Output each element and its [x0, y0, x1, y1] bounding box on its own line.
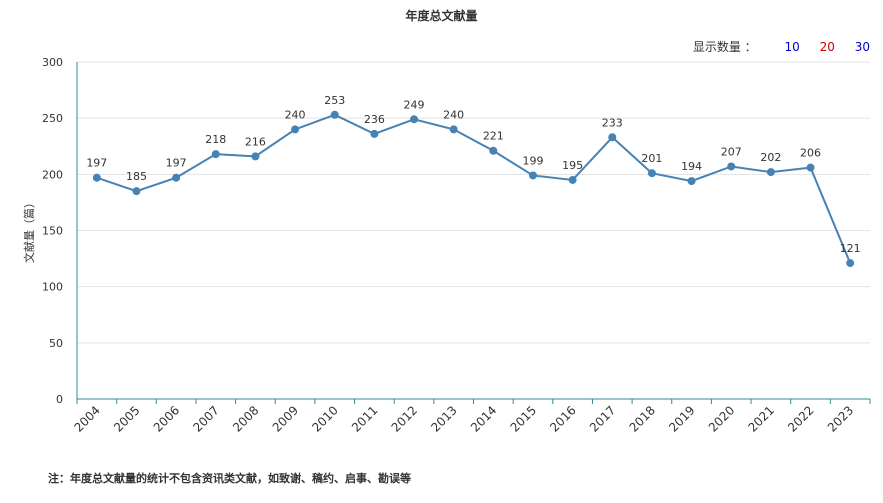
x-tick-label: 2006	[151, 403, 182, 434]
data-point	[766, 168, 775, 177]
data-point	[608, 133, 617, 142]
x-tick-label: 2022	[785, 403, 816, 434]
display-count-controls: 显示数量 ： 10 20 30	[693, 38, 870, 55]
x-tick-label: 2005	[111, 403, 142, 434]
data-label: 197	[166, 157, 187, 170]
chart-title: 年度总文献量	[405, 9, 478, 23]
data-series	[92, 110, 855, 268]
data-point	[727, 162, 736, 171]
data-label: 240	[285, 108, 306, 121]
x-tick-label: 2007	[190, 403, 221, 434]
data-point	[132, 187, 141, 196]
y-tick-label: 250	[42, 112, 63, 125]
data-point	[449, 125, 458, 134]
data-label: 216	[245, 135, 266, 148]
data-point	[687, 177, 696, 186]
data-label: 240	[443, 108, 464, 121]
y-tick-label: 100	[42, 281, 63, 294]
grid-lines	[77, 61, 870, 344]
series-line	[96, 113, 852, 264]
data-label: 121	[840, 242, 861, 255]
x-tick-label: 2017	[587, 403, 618, 434]
display-count-label: 显示数量 ：	[692, 40, 757, 54]
y-tick-label: 0	[56, 393, 63, 406]
data-label: 218	[205, 133, 226, 146]
data-point	[647, 169, 656, 178]
data-label: 197	[86, 157, 107, 170]
data-labels: 197 185 197 218 216 240 253 236 249 240 221 199 195 2…	[86, 94, 860, 255]
x-tick-label: 2021	[745, 403, 776, 434]
x-tick-label: 2008	[230, 403, 261, 434]
data-point	[330, 110, 339, 119]
data-point	[528, 171, 537, 180]
x-tick-label: 2009	[270, 403, 301, 434]
y-axis-label: 文献量（篇）	[22, 197, 36, 263]
data-point	[489, 146, 498, 155]
data-label: 206	[800, 147, 821, 160]
x-tick-label: 2019	[666, 403, 697, 434]
y-tick-label: 150	[42, 225, 63, 238]
data-point	[806, 163, 815, 172]
data-label: 221	[483, 130, 504, 143]
x-tick-label: 2015	[508, 403, 539, 434]
data-label: 233	[602, 116, 623, 129]
data-point	[172, 173, 181, 182]
x-tick-label: 2004	[71, 403, 102, 434]
data-label: 195	[562, 159, 583, 172]
data-point	[291, 125, 300, 134]
data-point	[92, 173, 101, 182]
x-tick-label: 2010	[309, 403, 340, 434]
x-tick-label: 2023	[825, 403, 856, 434]
data-label: 249	[404, 98, 425, 111]
y-axis-ticks: 0 50 100 150 200 250 300	[42, 56, 63, 406]
data-point	[370, 129, 379, 138]
data-label: 236	[364, 113, 385, 126]
x-tick-label: 2016	[547, 403, 578, 434]
data-point	[568, 175, 577, 184]
data-label: 199	[522, 154, 543, 167]
display-count-option-10[interactable]: 10	[784, 40, 800, 54]
x-tick-label: 2020	[706, 403, 737, 434]
axes	[76, 62, 870, 400]
data-label: 194	[681, 160, 702, 173]
x-tick-label: 2018	[627, 403, 658, 434]
y-tick-label: 200	[42, 168, 63, 181]
x-tick-label: 2013	[428, 403, 459, 434]
data-point	[211, 150, 220, 159]
footnote: 注：年度总文献量的统计不包含资讯类文献，如致谢、稿约、启事、勘误等	[48, 472, 411, 485]
y-tick-label: 300	[42, 56, 63, 69]
display-count-option-30[interactable]: 30	[854, 40, 870, 54]
data-label: 253	[324, 94, 345, 107]
data-label: 207	[721, 145, 742, 158]
x-tick-label: 2012	[389, 403, 420, 434]
y-tick-label: 50	[49, 337, 63, 350]
data-point	[846, 259, 855, 268]
x-axis-ticks: 2004 2005 2006 2007 2008 2009 2010 2011 2012 2013…	[71, 399, 871, 435]
data-label: 185	[126, 170, 147, 183]
data-label: 201	[641, 152, 662, 165]
data-point	[251, 152, 260, 161]
x-tick-label: 2014	[468, 403, 499, 434]
x-tick-label: 2011	[349, 403, 380, 434]
display-count-option-20[interactable]: 20	[819, 40, 835, 54]
data-point	[410, 115, 419, 124]
data-label: 202	[760, 151, 781, 164]
